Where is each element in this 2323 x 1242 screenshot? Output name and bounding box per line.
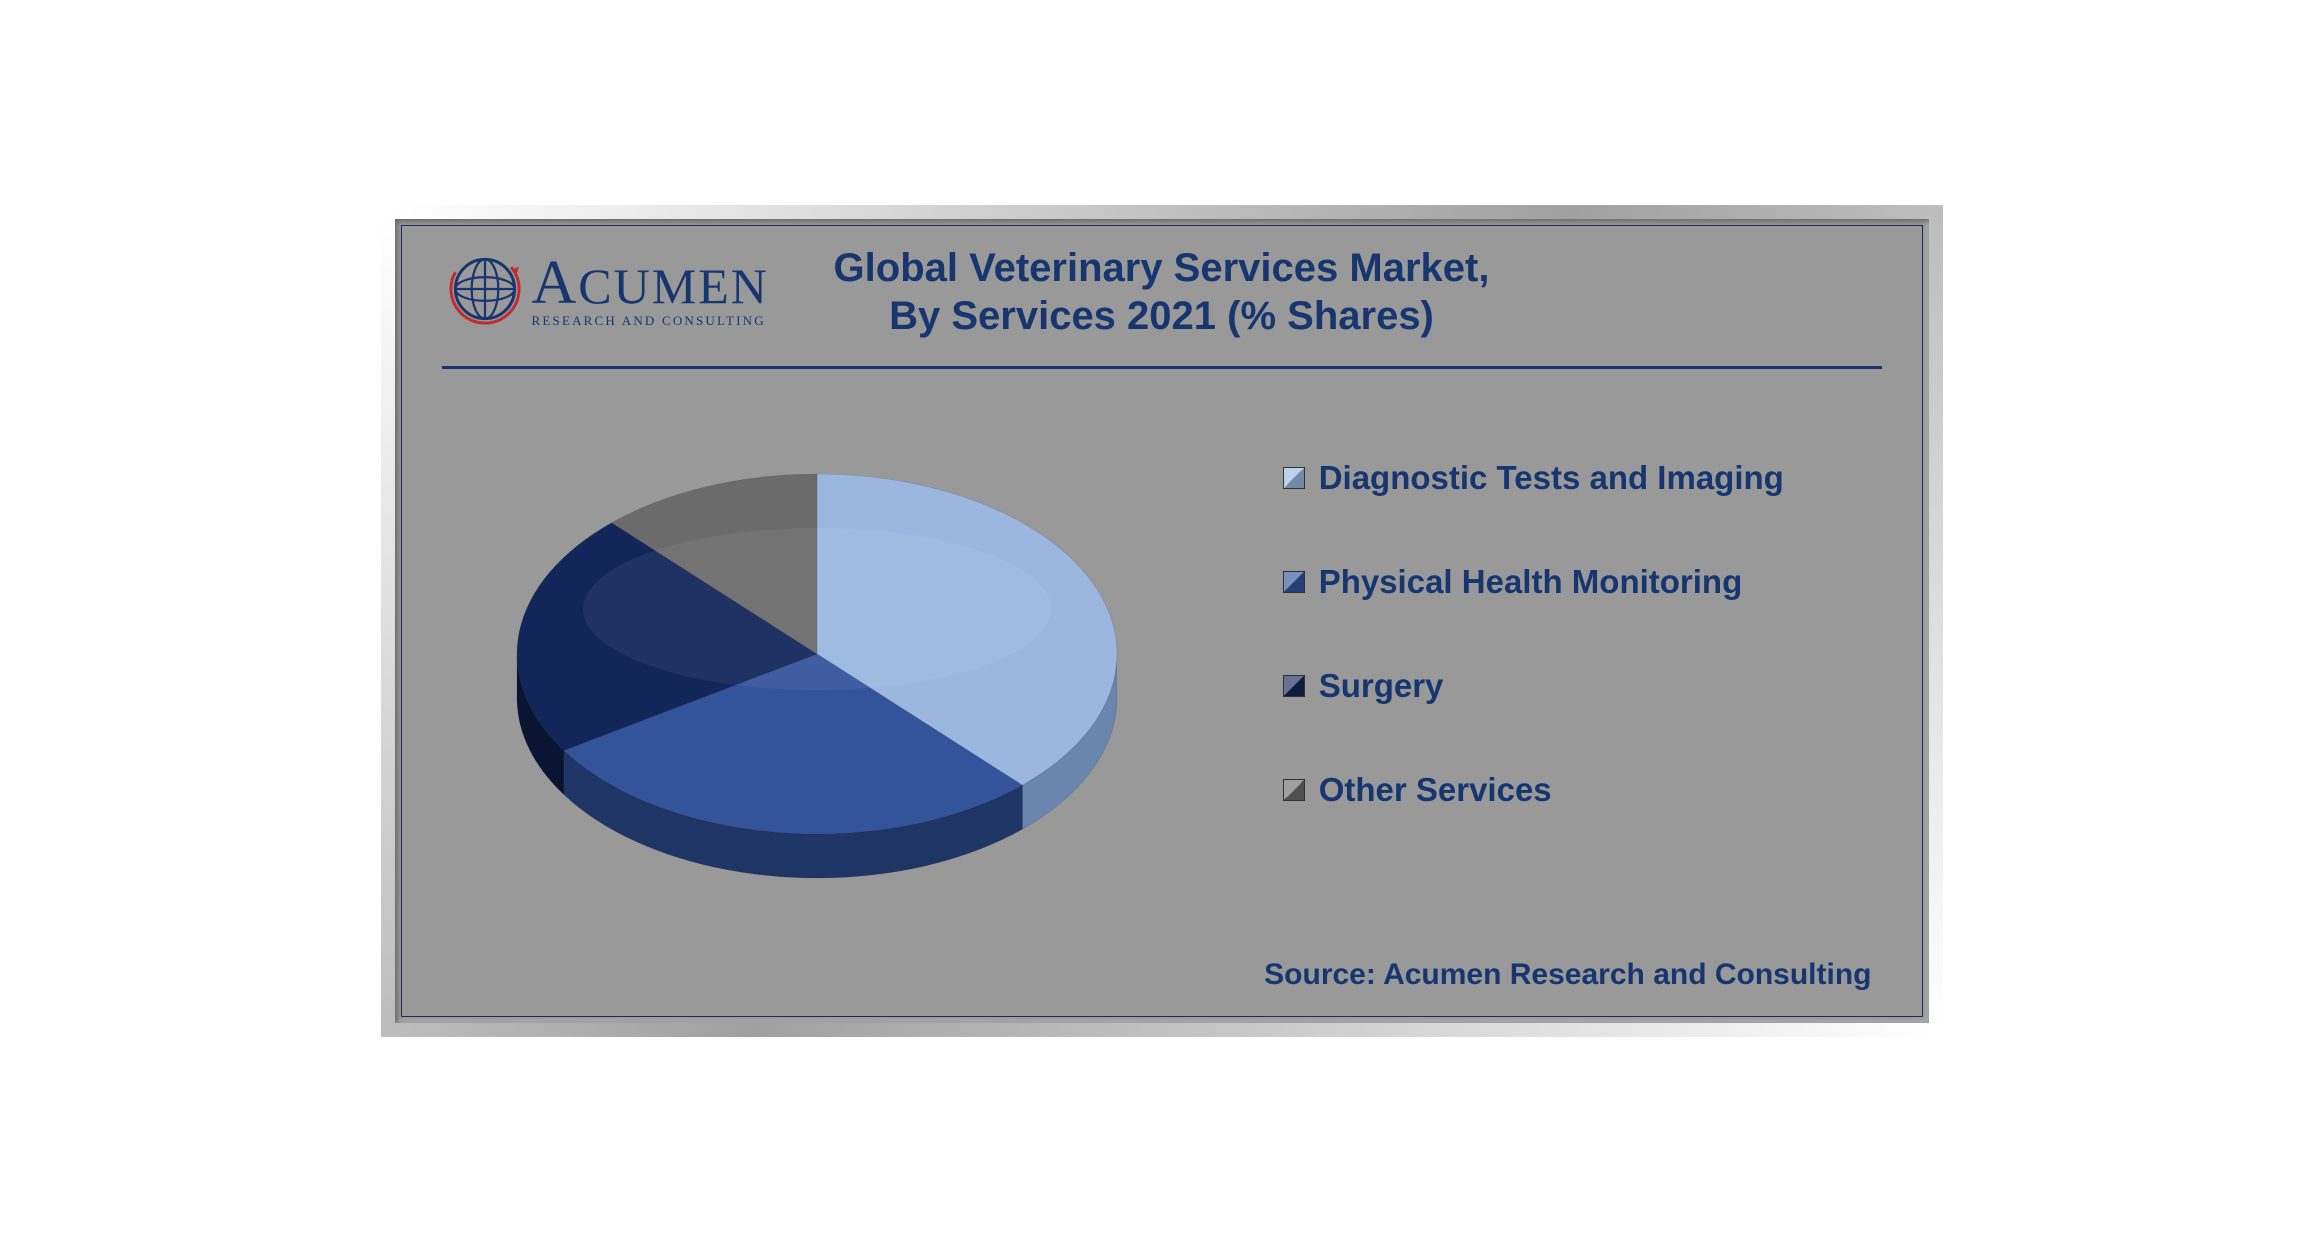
legend: Diagnostic Tests and Imaging Physical Hea… <box>1253 369 1922 979</box>
pie-chart-zone <box>402 369 1253 979</box>
pie-chart <box>497 424 1137 944</box>
legend-swatch <box>1283 779 1305 801</box>
legend-swatch <box>1283 571 1305 593</box>
legend-item: Surgery <box>1283 667 1922 705</box>
chart-inner: ACUMEN RESEARCH AND CONSULTING Global Ve… <box>401 225 1923 1017</box>
logo-name: ACUMEN <box>532 248 769 319</box>
legend-item: Other Services <box>1283 771 1922 809</box>
legend-label: Surgery <box>1319 667 1444 705</box>
chart-frame: ACUMEN RESEARCH AND CONSULTING Global Ve… <box>381 205 1943 1037</box>
legend-label: Diagnostic Tests and Imaging <box>1319 459 1784 497</box>
globe-icon <box>448 252 522 326</box>
body: Diagnostic Tests and Imaging Physical Hea… <box>402 369 1922 979</box>
logo-tagline: RESEARCH AND CONSULTING <box>532 313 769 329</box>
legend-swatch <box>1283 675 1305 697</box>
legend-label: Physical Health Monitoring <box>1319 563 1743 601</box>
logo-text: ACUMEN RESEARCH AND CONSULTING <box>532 248 769 329</box>
acumen-logo: ACUMEN RESEARCH AND CONSULTING <box>448 248 769 329</box>
header: ACUMEN RESEARCH AND CONSULTING Global Ve… <box>402 226 1922 350</box>
source-attribution: Source: Acumen Research and Consulting <box>1264 958 1871 992</box>
legend-swatch <box>1283 467 1305 489</box>
legend-item: Physical Health Monitoring <box>1283 563 1922 601</box>
legend-item: Diagnostic Tests and Imaging <box>1283 459 1922 497</box>
legend-label: Other Services <box>1319 771 1552 809</box>
